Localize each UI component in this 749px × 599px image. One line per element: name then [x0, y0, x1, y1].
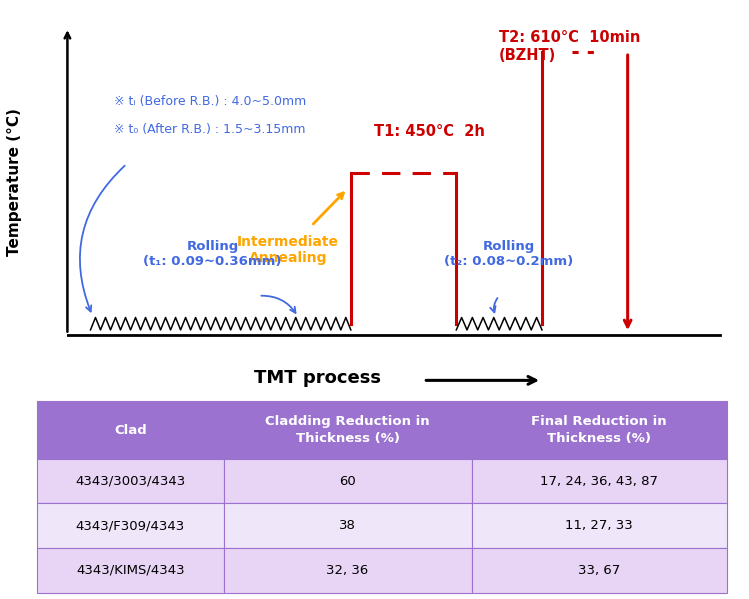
Bar — [223, 401, 472, 459]
Text: 4343/3003/4343: 4343/3003/4343 — [76, 474, 186, 488]
Bar — [37, 548, 223, 593]
Bar — [223, 548, 472, 593]
Bar — [223, 459, 472, 504]
Bar — [472, 548, 727, 593]
Bar — [472, 401, 727, 459]
Text: Final Reduction in
Thickness (%): Final Reduction in Thickness (%) — [531, 415, 667, 445]
Bar — [37, 401, 223, 459]
Text: 60: 60 — [339, 474, 356, 488]
Text: 38: 38 — [339, 519, 356, 533]
Text: T2: 610°C  10min
(BZHT): T2: 610°C 10min (BZHT) — [499, 31, 640, 63]
Text: 33, 67: 33, 67 — [578, 564, 620, 577]
Text: TMT process: TMT process — [255, 369, 381, 388]
Text: 4343/F309/4343: 4343/F309/4343 — [76, 519, 185, 533]
Text: Clad: Clad — [114, 423, 147, 437]
Bar — [472, 504, 727, 548]
Bar — [37, 459, 223, 504]
Bar — [37, 504, 223, 548]
Text: Rolling
(t₁: 0.09~0.36mm): Rolling (t₁: 0.09~0.36mm) — [143, 240, 282, 268]
Text: 17, 24, 36, 43, 87: 17, 24, 36, 43, 87 — [540, 474, 658, 488]
Text: ※ tᵢ (Before R.B.) : 4.0~5.0mm: ※ tᵢ (Before R.B.) : 4.0~5.0mm — [114, 95, 306, 108]
Text: ※ t₀ (After R.B.) : 1.5~3.15mm: ※ t₀ (After R.B.) : 1.5~3.15mm — [114, 123, 305, 136]
Text: Cladding Reduction in
Thickness (%): Cladding Reduction in Thickness (%) — [265, 415, 430, 445]
Text: 4343/KIMS/4343: 4343/KIMS/4343 — [76, 564, 185, 577]
Text: T1: 450°C  2h: T1: 450°C 2h — [374, 124, 485, 139]
Text: Rolling
(t₂: 0.08~0.2mm): Rolling (t₂: 0.08~0.2mm) — [444, 240, 574, 268]
Text: Intermediate
Annealing: Intermediate Annealing — [237, 235, 339, 265]
Text: 32, 36: 32, 36 — [327, 564, 369, 577]
Bar — [472, 459, 727, 504]
Bar — [223, 504, 472, 548]
Text: Temperature (°C): Temperature (°C) — [7, 108, 22, 256]
Text: 11, 27, 33: 11, 27, 33 — [565, 519, 633, 533]
